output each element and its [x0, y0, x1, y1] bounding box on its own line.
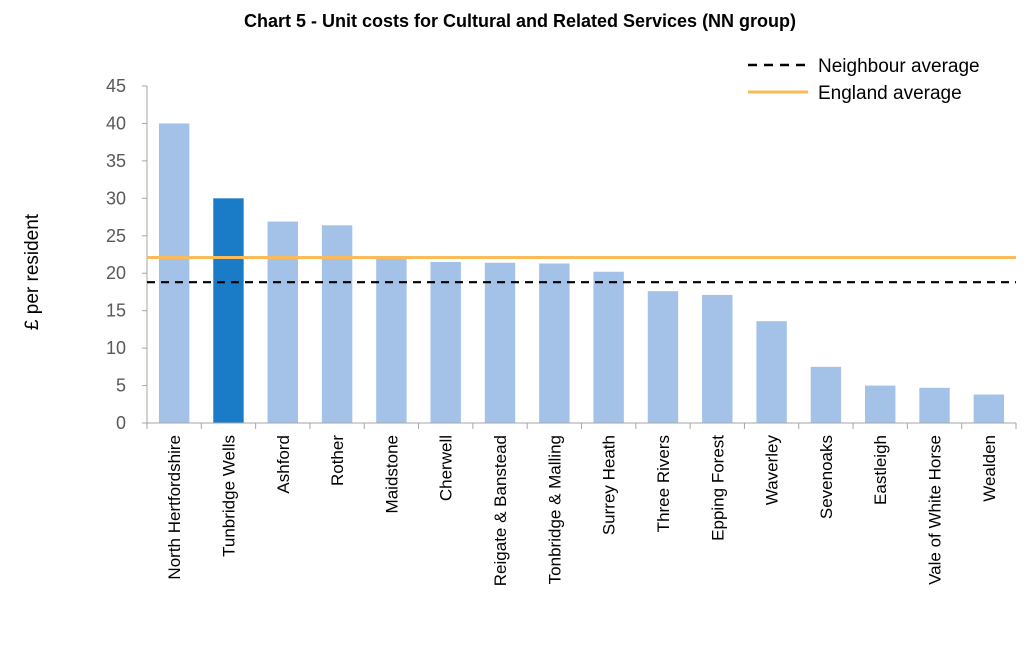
x-category-label: Sevenoaks [817, 435, 836, 519]
bar-waverley [756, 321, 787, 423]
bar-rother [321, 225, 353, 423]
x-category-label: Tunbridge Wells [219, 435, 238, 557]
x-axis: North Hertfordshire Tunbridge Wells Ashfor… [146, 422, 1017, 586]
x-category-label: Tonbridge & Malling [545, 435, 564, 584]
legend-label: Neighbour average [818, 56, 980, 77]
chart-title: Chart 5 - Unit costs for Cultural and Re… [244, 11, 796, 31]
bar-wealden [973, 394, 1005, 423]
x-category-label: Surrey Heath [600, 435, 619, 535]
x-category-label: Three Rivers [654, 435, 673, 532]
x-category-label: Eastleigh [871, 435, 890, 505]
bar-vale-of-white-horse [919, 387, 950, 423]
x-category-label: Rother [328, 435, 347, 486]
bar-north-hertfordshire [158, 123, 190, 423]
x-category-label: Maidstone [382, 435, 401, 513]
x-category-label: Vale of White Horse [926, 435, 945, 585]
x-category-label: Ashford [274, 435, 293, 494]
y-tick-label: 10 [106, 338, 126, 358]
legend: Neighbour average England average [748, 56, 980, 104]
y-tick-label: 20 [106, 263, 126, 283]
x-category-label: Reigate & Banstead [491, 435, 510, 586]
x-category-label: Wealden [980, 435, 999, 502]
bar-sevenoaks [810, 366, 842, 423]
y-axis: 0 5 10 15 20 25 30 35 40 45 [106, 76, 148, 433]
y-tick-label: 35 [106, 151, 126, 171]
legend-label: England average [818, 83, 962, 104]
x-category-label: North Hertfordshire [165, 435, 184, 580]
y-tick-label: 0 [116, 413, 126, 433]
bar-surrey-heath [593, 271, 624, 423]
bar-tunbridge-wells [213, 198, 244, 423]
bar-eastleigh [865, 385, 896, 423]
bar-tonbridge-malling [539, 263, 570, 423]
y-tick-label: 5 [116, 376, 126, 396]
y-axis-label: £ per resident [22, 213, 43, 330]
x-category-label: Epping Forest [708, 435, 727, 541]
reference-lines [147, 255, 1016, 284]
x-category-label: Waverley [763, 435, 782, 506]
y-tick-label: 45 [106, 76, 126, 96]
bar-three-rivers [647, 291, 679, 423]
y-tick-label: 40 [106, 113, 126, 133]
bar-cherwell [430, 261, 461, 423]
bar-maidstone [376, 258, 407, 423]
y-tick-label: 15 [106, 301, 126, 321]
bar-ashford [267, 221, 298, 423]
y-tick-label: 30 [106, 188, 126, 208]
bar-epping-forest [702, 294, 733, 423]
bars [158, 123, 1005, 423]
x-category-label: Cherwell [437, 435, 456, 501]
y-tick-label: 25 [106, 226, 126, 246]
bar-reigate-banstead [484, 262, 516, 423]
